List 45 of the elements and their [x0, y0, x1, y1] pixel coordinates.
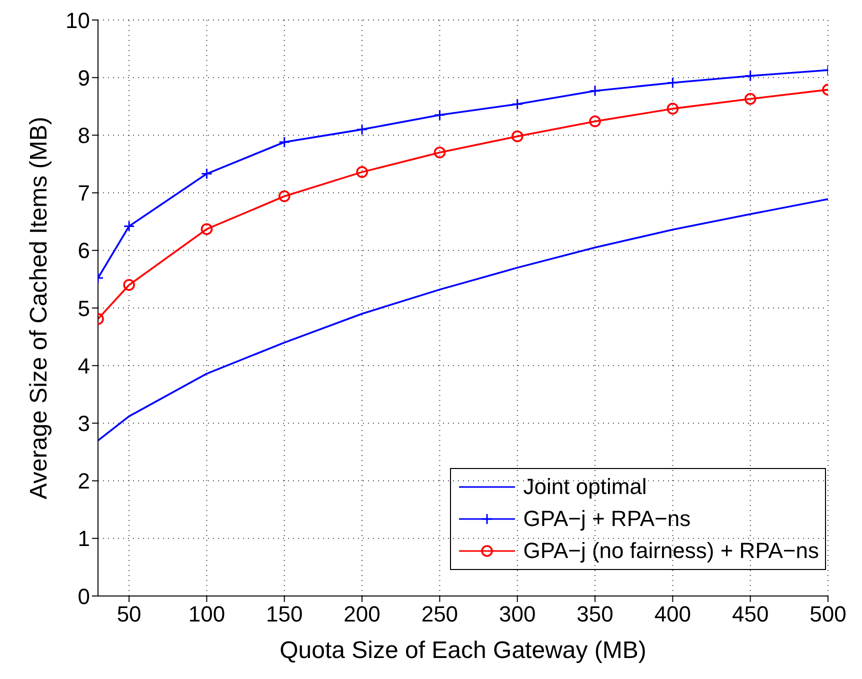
y-tick-label: 7 — [78, 180, 90, 206]
x-tick-label: 450 — [732, 602, 769, 627]
point — [200, 168, 212, 180]
x-tick-label: 300 — [499, 602, 536, 627]
legend-label: Joint optimal — [523, 474, 647, 500]
x-tick-label: 100 — [188, 602, 226, 627]
legend-label: GPA−j + RPA−ns — [523, 506, 691, 532]
point — [666, 102, 679, 115]
x-tick-label: 150 — [266, 602, 303, 627]
y-tick-label: 3 — [78, 411, 90, 436]
y-tick-label: 8 — [78, 123, 90, 148]
y-tick-label: 5 — [78, 296, 90, 321]
point — [434, 109, 446, 121]
point — [511, 130, 524, 142]
point — [278, 190, 290, 202]
x-tick-label: 200 — [344, 602, 380, 627]
x-axis-title: Quota Size of Each Gateway (MB) — [280, 637, 646, 664]
legend-label: GPA−j (no fairness) + RPA−ns — [523, 538, 819, 564]
x-tick-label: 250 — [421, 602, 458, 627]
x-tick-label: 400 — [654, 602, 692, 627]
line-series — [98, 198, 828, 442]
x-tick-label: 50 — [116, 602, 142, 627]
point — [278, 136, 290, 148]
y-axis-title: Average Size of Cached Items (MB) — [26, 116, 53, 500]
point — [123, 220, 135, 232]
point — [589, 115, 601, 128]
x-tick-label: 500 — [810, 602, 846, 627]
y-tick-label: 1 — [78, 526, 90, 552]
y-tick-label: 9 — [78, 65, 90, 90]
point — [200, 223, 213, 235]
point — [744, 70, 756, 82]
point — [356, 124, 368, 136]
point — [434, 146, 446, 158]
y-tick-label: 4 — [78, 353, 90, 378]
point — [744, 93, 756, 105]
point — [666, 77, 678, 89]
x-tick-label: 350 — [576, 602, 614, 627]
point — [123, 279, 135, 291]
point — [512, 98, 524, 110]
point — [589, 85, 601, 97]
y-tick-label: 2 — [78, 468, 90, 494]
y-tick-label: 0 — [78, 584, 90, 609]
y-tick-label: 6 — [78, 238, 90, 264]
y-tick-label: 10 — [66, 8, 90, 33]
point — [356, 166, 368, 178]
